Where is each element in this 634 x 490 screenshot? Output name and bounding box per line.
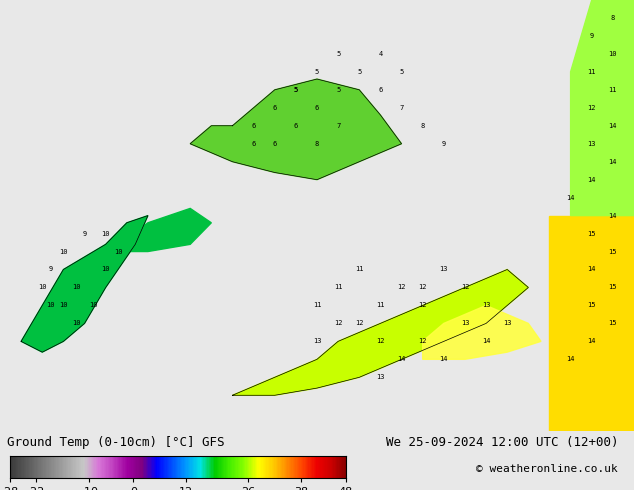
Text: 6: 6 <box>273 141 277 147</box>
Text: 8: 8 <box>611 15 615 21</box>
Text: 11: 11 <box>355 267 363 272</box>
Text: 5: 5 <box>294 87 298 93</box>
Text: 14: 14 <box>609 159 617 165</box>
Text: 5: 5 <box>357 69 361 75</box>
Text: 6: 6 <box>252 123 256 129</box>
Text: 11: 11 <box>588 69 596 75</box>
Text: 10: 10 <box>101 267 110 272</box>
Text: 12: 12 <box>418 285 427 291</box>
Text: 14: 14 <box>482 339 490 344</box>
Text: 12: 12 <box>418 302 427 308</box>
Polygon shape <box>21 216 148 352</box>
Text: 9: 9 <box>590 33 594 39</box>
Text: 14: 14 <box>588 339 596 344</box>
Text: 8: 8 <box>315 141 319 147</box>
Text: 12: 12 <box>461 285 469 291</box>
Text: 15: 15 <box>609 248 617 254</box>
Text: 15: 15 <box>588 302 596 308</box>
Text: © weatheronline.co.uk: © weatheronline.co.uk <box>476 464 618 473</box>
Text: 5: 5 <box>294 87 298 93</box>
Text: 6: 6 <box>315 105 319 111</box>
Text: 10: 10 <box>59 302 68 308</box>
Text: 12: 12 <box>334 320 342 326</box>
Text: 14: 14 <box>439 356 448 362</box>
Text: 12: 12 <box>398 285 406 291</box>
Text: 6: 6 <box>252 141 256 147</box>
Polygon shape <box>119 208 211 251</box>
Polygon shape <box>233 270 528 395</box>
Polygon shape <box>190 79 401 180</box>
Text: 10: 10 <box>114 248 122 254</box>
Text: 13: 13 <box>376 374 385 380</box>
Text: 10: 10 <box>89 302 97 308</box>
Text: 9: 9 <box>49 267 53 272</box>
Polygon shape <box>423 305 541 359</box>
Text: 14: 14 <box>609 213 617 219</box>
Text: 6: 6 <box>378 87 382 93</box>
Text: 6: 6 <box>294 123 298 129</box>
Text: 10: 10 <box>38 285 46 291</box>
Text: 11: 11 <box>313 302 321 308</box>
Text: 13: 13 <box>482 302 490 308</box>
Text: 14: 14 <box>588 267 596 272</box>
Text: 15: 15 <box>609 285 617 291</box>
Text: 14: 14 <box>566 356 575 362</box>
Text: 12: 12 <box>376 339 385 344</box>
Text: 15: 15 <box>609 320 617 326</box>
Text: 10: 10 <box>59 248 68 254</box>
Text: 7: 7 <box>336 123 340 129</box>
Text: 5: 5 <box>336 51 340 57</box>
Text: 9: 9 <box>442 141 446 147</box>
Text: 13: 13 <box>313 339 321 344</box>
Text: 7: 7 <box>399 105 404 111</box>
Text: 4: 4 <box>378 51 382 57</box>
Text: 13: 13 <box>461 320 469 326</box>
Text: 5: 5 <box>336 87 340 93</box>
Polygon shape <box>550 216 634 431</box>
Text: 13: 13 <box>503 320 512 326</box>
Text: 10: 10 <box>101 231 110 237</box>
Text: 14: 14 <box>398 356 406 362</box>
Text: 14: 14 <box>566 195 575 200</box>
Text: 12: 12 <box>588 105 596 111</box>
Text: We 25-09-2024 12:00 UTC (12+00): We 25-09-2024 12:00 UTC (12+00) <box>385 436 618 449</box>
Text: 5: 5 <box>315 69 319 75</box>
Text: 10: 10 <box>46 302 55 308</box>
Text: 10: 10 <box>609 51 617 57</box>
Text: 11: 11 <box>609 87 617 93</box>
Text: 6: 6 <box>273 105 277 111</box>
Text: 12: 12 <box>355 320 363 326</box>
Text: 5: 5 <box>399 69 404 75</box>
Text: 14: 14 <box>588 177 596 183</box>
Text: 13: 13 <box>588 141 596 147</box>
Text: Ground Temp (0-10cm) [°C] GFS: Ground Temp (0-10cm) [°C] GFS <box>7 436 224 449</box>
Text: 10: 10 <box>72 320 81 326</box>
Polygon shape <box>571 0 634 216</box>
Text: 13: 13 <box>439 267 448 272</box>
Text: 12: 12 <box>418 339 427 344</box>
Text: 15: 15 <box>588 231 596 237</box>
Text: 10: 10 <box>72 285 81 291</box>
Text: 11: 11 <box>376 302 385 308</box>
Text: 14: 14 <box>609 123 617 129</box>
Text: 9: 9 <box>82 231 87 237</box>
Text: 8: 8 <box>420 123 425 129</box>
Text: 11: 11 <box>334 285 342 291</box>
